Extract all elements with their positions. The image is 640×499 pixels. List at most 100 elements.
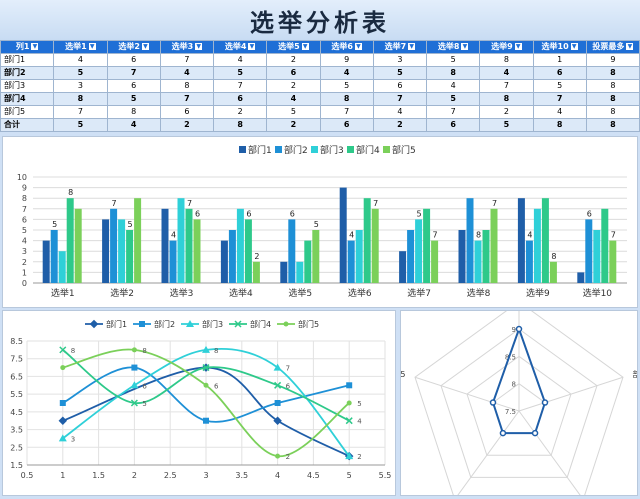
table-cell[interactable]: 8: [425, 66, 481, 80]
radar-point[interactable]: [541, 399, 549, 406]
column-header[interactable]: 选举8 ▼: [425, 40, 481, 54]
bar[interactable]: [58, 251, 66, 283]
table-cell[interactable]: 4: [53, 53, 108, 67]
filter-dropdown-icon[interactable]: ▼: [195, 43, 203, 50]
bar[interactable]: [118, 219, 126, 283]
column-header[interactable]: 选举9 ▼: [479, 40, 534, 54]
table-cell[interactable]: 7: [159, 53, 215, 67]
bar[interactable]: [193, 219, 201, 283]
bar[interactable]: [371, 208, 379, 283]
table-cell[interactable]: 7: [159, 92, 215, 106]
filter-dropdown-icon[interactable]: ▼: [354, 43, 362, 50]
table-cell[interactable]: 3: [53, 79, 108, 93]
row-label[interactable]: 部门2: [0, 66, 55, 80]
column-header[interactable]: 投票最多 ▼: [585, 40, 640, 54]
radar-point[interactable]: [499, 429, 507, 437]
table-cell[interactable]: 5: [479, 118, 534, 132]
table-cell[interactable]: 8: [585, 118, 640, 132]
row-label[interactable]: 部门1: [0, 53, 55, 67]
bar[interactable]: [541, 198, 549, 283]
bar[interactable]: [347, 240, 355, 283]
table-cell[interactable]: 2: [372, 118, 428, 132]
bar[interactable]: [252, 261, 260, 283]
bar[interactable]: [490, 208, 498, 283]
point[interactable]: [130, 381, 139, 389]
bar[interactable]: [601, 208, 609, 283]
table-cell[interactable]: 7: [53, 105, 108, 119]
column-header[interactable]: 选举1 ▼: [53, 40, 108, 54]
table-cell[interactable]: 6: [532, 66, 587, 80]
table-cell[interactable]: 4: [106, 118, 161, 132]
table-cell[interactable]: 6: [212, 92, 268, 106]
row-label[interactable]: 部门3: [0, 79, 55, 93]
table-cell[interactable]: 7: [425, 105, 481, 119]
bar[interactable]: [312, 230, 320, 283]
bar[interactable]: [304, 240, 312, 283]
column-header[interactable]: 选举10 ▼: [532, 40, 587, 54]
table-cell[interactable]: 7: [106, 66, 161, 80]
bar[interactable]: [355, 230, 363, 283]
bar[interactable]: [244, 219, 252, 283]
bar[interactable]: [363, 198, 371, 283]
bar[interactable]: [423, 208, 431, 283]
point[interactable]: [60, 365, 66, 371]
table-cell[interactable]: 8: [585, 105, 640, 119]
table-cell[interactable]: 4: [319, 66, 374, 80]
table-cell[interactable]: 2: [212, 105, 268, 119]
table-cell[interactable]: 4: [425, 79, 481, 93]
table-cell[interactable]: 7: [319, 105, 374, 119]
table-cell[interactable]: 4: [532, 105, 587, 119]
table-cell[interactable]: 8: [532, 118, 587, 132]
bar[interactable]: [50, 230, 58, 283]
line-chart-panel[interactable]: 1.5 2.5 3.5 4.5 5.5 6.5 7.5 8.5 0.5 1 1.5 2 2.5 3 3.5 4…: [2, 310, 396, 496]
table-cell[interactable]: 4: [212, 53, 268, 67]
filter-dropdown-icon[interactable]: ▼: [626, 43, 634, 50]
table-cell[interactable]: 8: [319, 92, 374, 106]
point[interactable]: [203, 417, 209, 424]
bar[interactable]: [407, 230, 415, 283]
table-cell[interactable]: 7: [212, 79, 268, 93]
table-cell[interactable]: 6: [106, 79, 161, 93]
table-cell[interactable]: 5: [425, 92, 481, 106]
bar[interactable]: [102, 219, 110, 283]
bar[interactable]: [66, 198, 74, 283]
table-cell[interactable]: 8: [479, 92, 534, 106]
table-cell[interactable]: 5: [53, 118, 108, 132]
bar[interactable]: [110, 208, 118, 283]
bar[interactable]: [288, 219, 296, 283]
filter-dropdown-icon[interactable]: ▼: [408, 43, 416, 50]
filter-dropdown-icon[interactable]: ▼: [461, 43, 469, 50]
table-cell[interactable]: 7: [372, 92, 428, 106]
point[interactable]: [131, 364, 138, 371]
filter-dropdown-icon[interactable]: ▼: [88, 43, 96, 50]
point[interactable]: [283, 321, 289, 327]
column-header[interactable]: 选举7 ▼: [372, 40, 428, 54]
bar[interactable]: [126, 230, 134, 283]
point[interactable]: [59, 400, 66, 406]
point[interactable]: [58, 416, 68, 425]
bar[interactable]: [177, 198, 185, 283]
bar[interactable]: [161, 208, 169, 283]
filter-dropdown-icon[interactable]: ▼: [248, 43, 256, 50]
bar[interactable]: [74, 208, 82, 283]
column-header[interactable]: 选举3 ▼: [159, 40, 215, 54]
bar[interactable]: [458, 230, 466, 283]
table-cell[interactable]: 6: [266, 66, 321, 80]
table-cell[interactable]: 5: [266, 105, 321, 119]
column-header[interactable]: 选举5 ▼: [266, 40, 321, 54]
bar[interactable]: [431, 240, 439, 283]
table-cell[interactable]: 2: [266, 118, 321, 132]
bar[interactable]: [585, 219, 593, 283]
table-cell[interactable]: 5: [372, 66, 428, 80]
filter-dropdown-icon[interactable]: ▼: [31, 43, 39, 50]
point[interactable]: [345, 417, 353, 425]
table-cell[interactable]: 8: [479, 53, 534, 67]
column-header[interactable]: 选举2 ▼: [106, 40, 161, 54]
table-cell[interactable]: 8: [585, 92, 640, 106]
table-cell[interactable]: 4: [266, 92, 321, 106]
point[interactable]: [234, 320, 242, 328]
table-cell[interactable]: 5: [532, 79, 587, 93]
table-cell[interactable]: 2: [479, 105, 534, 119]
radar-point[interactable]: [515, 325, 523, 333]
bar[interactable]: [169, 240, 177, 283]
